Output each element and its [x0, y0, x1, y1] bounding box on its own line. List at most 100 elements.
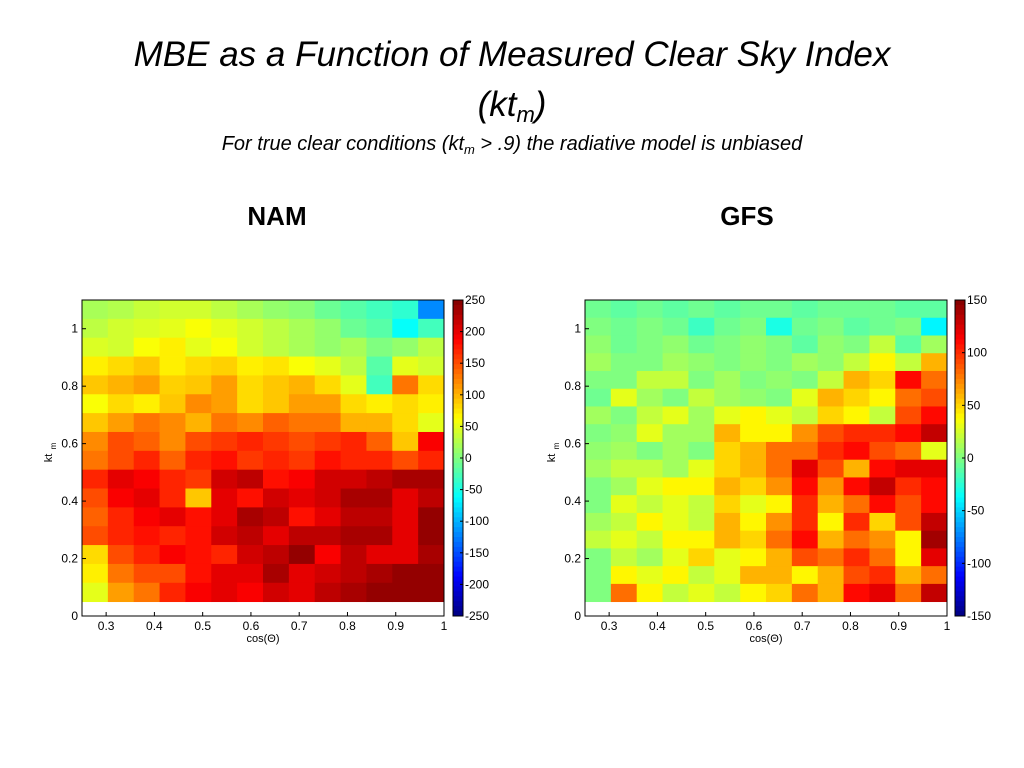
gfs-heatmap-cell — [869, 388, 896, 407]
gfs-heatmap-cell — [585, 530, 612, 549]
nam-heatmap-cell — [340, 563, 367, 584]
nam-heatmap-cell — [340, 431, 367, 452]
nam-heatmap-cell — [211, 337, 238, 357]
gfs-colorbar-segment — [955, 467, 965, 474]
nam-heatmap-cell — [185, 563, 212, 584]
gfs-heatmap-cell — [740, 317, 767, 336]
gfs-colorbar-segment — [955, 374, 965, 380]
gfs-heatmap-cell — [662, 300, 689, 319]
gfs-heatmap-cell — [740, 300, 767, 319]
gfs-heatmap-cell — [610, 495, 638, 514]
gfs-heatmap-cell — [766, 530, 793, 549]
nam-heatmap-cell — [288, 431, 316, 452]
nam-y-tick-label: 1 — [71, 322, 78, 336]
nam-heatmap-cell — [82, 526, 109, 546]
nam-heatmap-cell — [314, 563, 341, 584]
gfs-heatmap-cell — [843, 477, 870, 496]
nam-heatmap-cell — [418, 356, 445, 376]
nam-heatmap-cell — [392, 545, 419, 565]
gfs-heatmap-cell — [688, 406, 715, 425]
nam-heatmap-cell — [133, 545, 160, 565]
nam-colorbar-segment — [453, 448, 463, 454]
nam-heatmap-cell — [237, 394, 264, 414]
nam-heatmap-cell — [211, 394, 238, 414]
gfs-heatmap-cell — [791, 512, 819, 532]
title-kt-sub: m — [516, 102, 535, 127]
gfs-heatmap-cell — [662, 317, 689, 336]
gfs-colorbar-segment — [955, 379, 965, 385]
nam-colorbar-segment — [453, 576, 463, 582]
gfs-heatmap-cell — [714, 353, 741, 372]
gfs-colorbar-segment — [955, 517, 965, 523]
gfs-heatmap-cell — [688, 424, 715, 443]
nam-colorbar-segment — [453, 532, 463, 538]
gfs-heatmap-cell — [740, 459, 767, 478]
nam-x-tick-label: 0.4 — [146, 619, 163, 633]
gfs-heatmap-cell — [869, 548, 896, 567]
gfs-heatmap-cell — [662, 388, 689, 407]
nam-heatmap-cell — [366, 375, 393, 395]
gfs-heatmap-cell — [740, 388, 767, 407]
gfs-colorbar-segment — [955, 586, 965, 592]
gfs-colorbar-segment — [955, 492, 965, 498]
nam-colorbar-segment — [453, 339, 463, 345]
nam-x-tick-label: 0.3 — [98, 619, 115, 633]
nam-heatmap-cell — [133, 469, 160, 489]
gfs-colorbar-tick-label: 50 — [967, 398, 981, 412]
gfs-heatmap-cell — [791, 495, 819, 514]
gfs-colorbar-tick-label: 0 — [967, 451, 974, 465]
nam-heatmap-cell — [82, 450, 109, 471]
nam-colorbar-segment — [453, 541, 463, 548]
nam-heatmap-cell — [392, 507, 419, 527]
gfs-colorbar-segment — [955, 443, 965, 449]
gfs-colorbar-segment — [955, 507, 965, 513]
nam-heatmap-cell — [418, 394, 445, 414]
nam-colorbar-segment — [453, 507, 463, 513]
gfs-colorbar-segment — [955, 611, 965, 617]
gfs-heatmap-cell — [869, 477, 896, 496]
nam-colorbar-segment — [453, 596, 463, 602]
gfs-heatmap-cell — [766, 335, 793, 354]
gfs-heatmap-cell — [921, 583, 948, 603]
gfs-colorbar-segment — [955, 354, 965, 360]
nam-colorbar-segment — [453, 329, 463, 336]
gfs-axes-box — [584, 299, 948, 617]
gfs-colorbar-segment — [955, 453, 965, 459]
nam-heatmap-cell — [237, 337, 264, 357]
gfs-heatmap-cell — [688, 353, 715, 372]
gfs-heatmap-cell — [585, 406, 612, 425]
nam-colorbar-segment — [453, 443, 463, 449]
gfs-heatmap-cell — [585, 388, 612, 407]
gfs-heatmap-cell — [636, 441, 663, 461]
nam-colorbar-segment — [453, 438, 463, 444]
nam-y-axis-label: kt — [43, 454, 55, 463]
nam-heatmap-cell — [392, 526, 419, 546]
gfs-colorbar-segment — [955, 532, 965, 538]
nam-heatmap-cell — [159, 318, 186, 339]
nam-colorbar-segment — [453, 383, 463, 390]
gfs-heatmap-cell — [791, 317, 819, 336]
gfs-heatmap-cell — [610, 388, 638, 407]
gfs-heatmap-cell — [921, 477, 948, 496]
gfs-heatmap-cell — [817, 477, 844, 496]
gfs-heatmap-cell — [585, 477, 612, 496]
nam-heatmap-cell — [418, 375, 445, 395]
gfs-heatmap-cell — [610, 335, 638, 354]
nam-heatmap-cell — [237, 450, 264, 471]
gfs-x-tick-label: 0.7 — [794, 619, 811, 633]
gfs-heatmap-cell — [714, 512, 741, 532]
nam-colorbar-segment — [453, 453, 463, 459]
title-kt: (kt — [477, 85, 517, 124]
gfs-heatmap-cell — [662, 566, 689, 585]
nam-heatmap-cell — [263, 300, 290, 320]
nam-heatmap-cell — [314, 375, 341, 395]
nam-heatmap-cell — [392, 450, 419, 471]
gfs-heatmap-cell — [688, 441, 715, 461]
nam-axes-box — [81, 299, 445, 617]
gfs-colorbar-segment — [955, 319, 965, 326]
gfs-heatmap-cell — [869, 495, 896, 514]
nam-heatmap-cell — [314, 394, 341, 414]
nam-heatmap-cell — [82, 394, 109, 414]
gfs-heatmap-cell — [636, 548, 663, 567]
nam-heatmap-cell — [211, 318, 238, 339]
